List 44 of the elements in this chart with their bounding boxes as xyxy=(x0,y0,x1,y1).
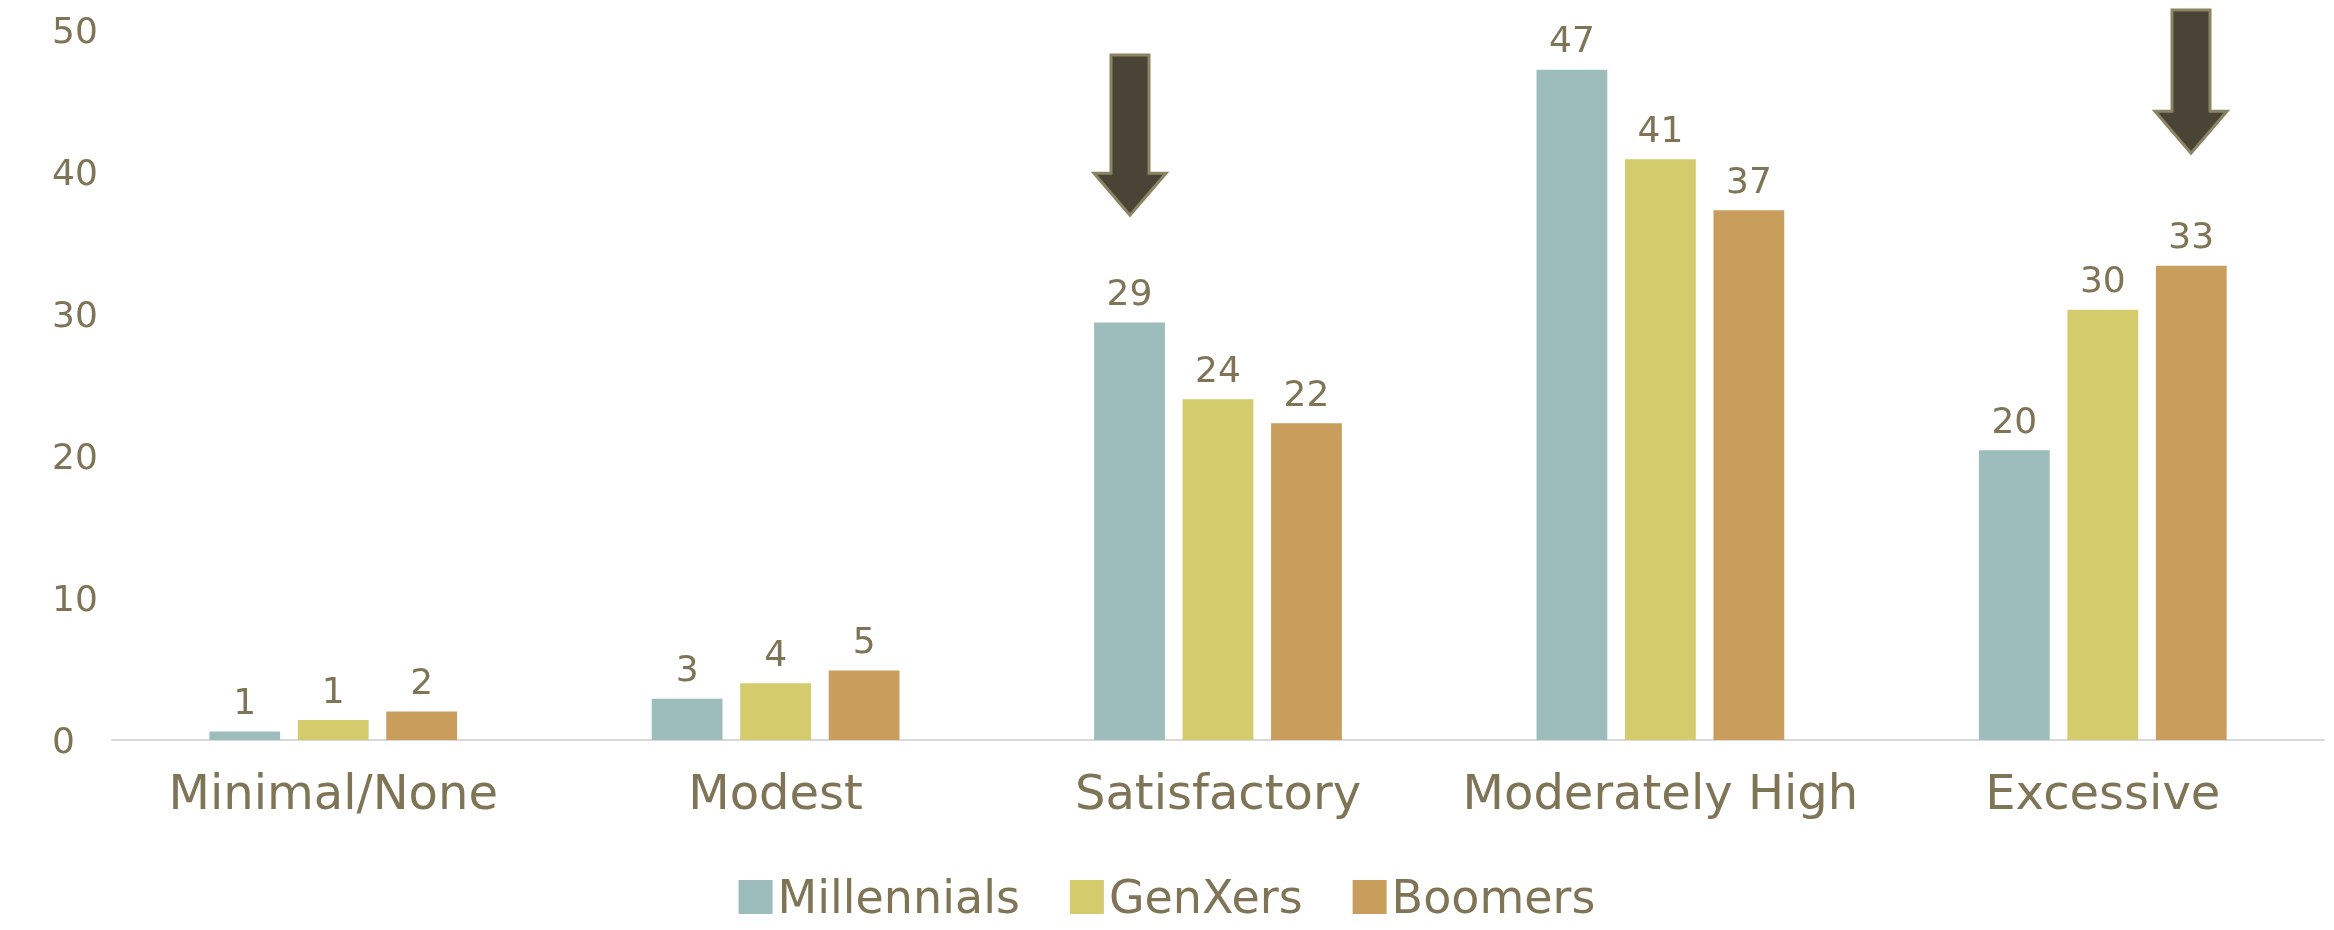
bar xyxy=(1094,322,1165,740)
bar xyxy=(1536,69,1608,740)
bar xyxy=(828,670,900,740)
data-label: 4 xyxy=(764,632,788,674)
data-label: 41 xyxy=(1637,108,1684,150)
legend-label: Millennials xyxy=(777,870,1020,924)
bar xyxy=(2155,265,2227,740)
data-label: 3 xyxy=(675,648,699,690)
bar xyxy=(209,731,281,740)
data-label: 37 xyxy=(1725,159,1772,201)
bar xyxy=(1978,450,2050,740)
y-tick-label: 20 xyxy=(52,435,98,477)
y-tick-label: 40 xyxy=(52,151,98,193)
data-label: 24 xyxy=(1195,348,1241,390)
y-tick-label: 0 xyxy=(52,719,75,761)
x-tick-label: Excessive xyxy=(1985,764,2221,820)
data-label: 29 xyxy=(1106,272,1153,314)
legend-label: GenXers xyxy=(1108,870,1303,924)
y-tick-label: 30 xyxy=(52,293,98,335)
data-label: 5 xyxy=(852,619,876,661)
bar xyxy=(2067,309,2139,740)
legend-label: Boomers xyxy=(1391,870,1596,924)
x-tick-label: Moderately High xyxy=(1462,764,1859,820)
bar xyxy=(651,698,723,740)
y-tick-label: 50 xyxy=(52,9,98,51)
bar xyxy=(297,720,369,740)
x-tick-label: Modest xyxy=(688,764,863,820)
x-tick-label: Satisfactory xyxy=(1074,764,1362,820)
bar xyxy=(1713,210,1785,740)
bar xyxy=(386,711,458,740)
data-label: 20 xyxy=(1991,399,2038,441)
data-label: 47 xyxy=(1549,19,1595,61)
y-tick-label: 10 xyxy=(52,577,98,619)
data-label: 30 xyxy=(2079,259,2126,301)
x-tick-label: Minimal/None xyxy=(168,764,498,820)
data-label: 1 xyxy=(321,669,345,711)
data-label: 33 xyxy=(2168,215,2215,257)
data-label: 1 xyxy=(233,680,257,722)
bar xyxy=(740,683,811,740)
data-label: 2 xyxy=(410,661,434,703)
data-label: 22 xyxy=(1283,372,1330,414)
bar xyxy=(1271,423,1342,740)
bar xyxy=(1625,159,1696,740)
bar xyxy=(1182,399,1254,740)
